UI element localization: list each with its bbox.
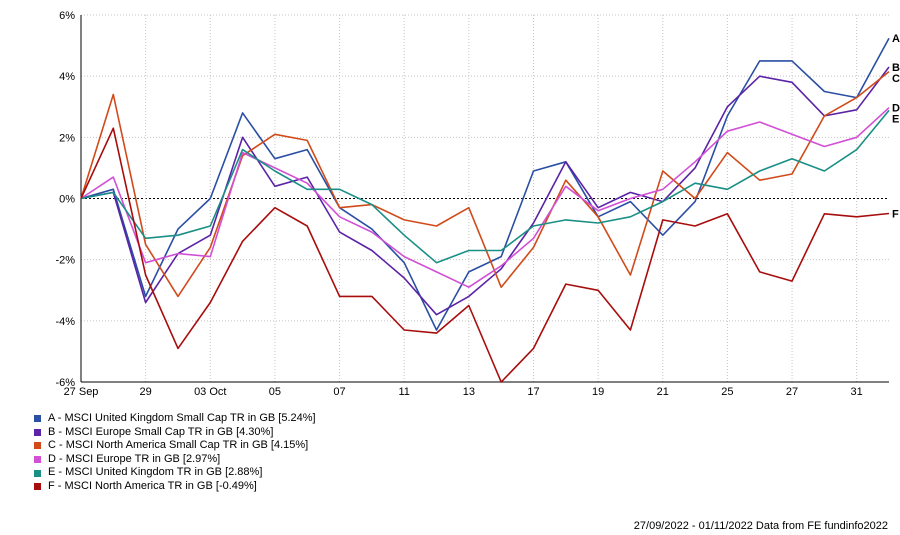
legend-item: F - MSCI North America TR in GB [-0.49%] (34, 480, 316, 494)
footer-date-range: 27/09/2022 - 01/11/2022 (633, 520, 753, 532)
series-line-e (80, 109, 890, 264)
legend-label: F - MSCI North America TR in GB [-0.49%] (48, 479, 257, 492)
legend: A - MSCI United Kingdom Small Cap TR in … (34, 412, 316, 494)
y-tick-label: -2% (55, 255, 75, 267)
series-lines (80, 37, 890, 383)
grid (81, 14, 889, 383)
series-line-f (80, 127, 890, 383)
x-tick-label: 27 Sep (64, 386, 99, 398)
series-line-c (80, 70, 890, 298)
y-tick-label: -6% (55, 377, 75, 389)
legend-swatch (34, 456, 41, 464)
legend-swatch (34, 415, 41, 423)
legend-label: C - MSCI North America Small Cap TR in G… (48, 439, 309, 452)
x-tick-label: 31 (851, 386, 863, 398)
y-tick-label: 6% (59, 10, 75, 22)
end-label-a: A (892, 33, 900, 45)
legend-item: E - MSCI United Kingdom TR in GB [2.88%] (34, 466, 316, 480)
end-label-c: C (892, 73, 900, 85)
legend-swatch (34, 442, 41, 450)
x-tick-label: 17 (527, 386, 539, 398)
legend-swatch (34, 469, 41, 477)
series-line-a (80, 37, 890, 331)
legend-item: D - MSCI Europe TR in GB [2.97%] (34, 453, 316, 467)
series-line-b (80, 66, 890, 316)
x-tick-label: 25 (721, 386, 733, 398)
y-tick-label: 0% (59, 194, 75, 206)
legend-swatch (34, 483, 41, 491)
end-labels: A BC DE F (892, 33, 900, 220)
legend-label: A - MSCI United Kingdom Small Cap TR in … (48, 412, 316, 424)
end-label-f: F (892, 208, 899, 220)
y-tick-label: -4% (55, 316, 75, 328)
x-tick-label: 13 (463, 386, 475, 398)
x-tick-label: 21 (657, 386, 669, 398)
tick-labels: 6% 4% 2% 0% -2% -4% -6%27 Sep 29 03 Oct 05 07 11 13 1… (55, 10, 862, 398)
footer-source: Data from FE fundinfo2022 (755, 520, 888, 532)
series-line-d (80, 107, 890, 289)
legend-label: D - MSCI Europe TR in GB [2.97%] (48, 452, 221, 465)
legend-swatch (34, 428, 41, 436)
legend-label: B - MSCI Europe Small Cap TR in GB [4.30… (48, 425, 274, 438)
end-label-d: D (892, 103, 900, 115)
x-tick-label: 03 Oct (194, 386, 226, 398)
end-label-b: B (892, 62, 900, 74)
y-tick-label: 4% (59, 71, 75, 83)
x-tick-label: 19 (592, 386, 604, 398)
x-tick-label: 29 (140, 386, 152, 398)
end-label-e: E (892, 114, 899, 126)
x-tick-label: 11 (398, 386, 409, 398)
legend-item: B - MSCI Europe Small Cap TR in GB [4.30… (34, 426, 316, 440)
x-tick-label: 07 (333, 386, 345, 398)
x-tick-label: 05 (269, 386, 281, 398)
performance-chart: A BC DE F 6% 4% 2% 0% -2% -4% -6%27 Sep 29 03 Oct 05… (55, 10, 900, 398)
legend-label: E - MSCI United Kingdom TR in GB [2.88%] (48, 466, 263, 479)
footer: 27/09/2022 - 01/11/2022 Data from FE fun… (634, 520, 888, 532)
y-tick-label: 2% (59, 132, 75, 144)
x-tick-label: 27 (786, 386, 798, 398)
legend-item: A - MSCI United Kingdom Small Cap TR in … (34, 412, 316, 426)
legend-item: C - MSCI North America Small Cap TR in G… (34, 439, 316, 453)
